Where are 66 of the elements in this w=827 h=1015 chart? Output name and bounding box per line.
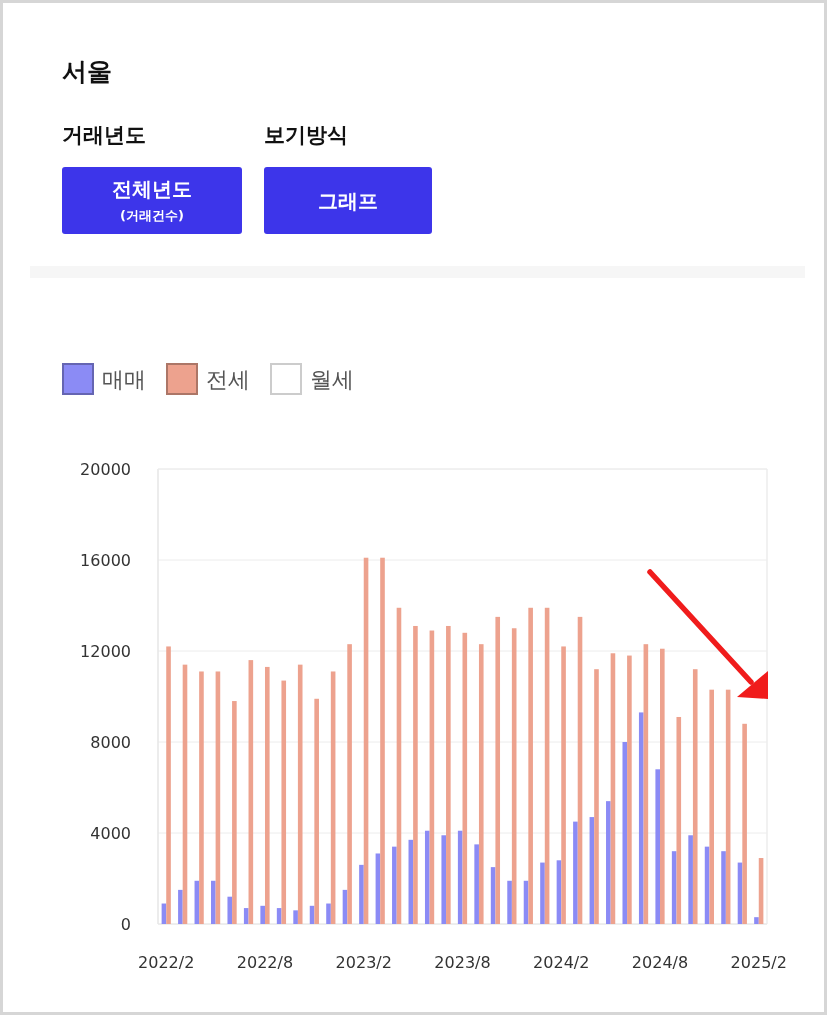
text: 거래년도 bbox=[62, 123, 146, 147]
button: 그래프 bbox=[264, 167, 432, 234]
x-tick-label: 2023/2 bbox=[335, 952, 392, 972]
bar bbox=[441, 835, 447, 924]
bar bbox=[754, 917, 759, 924]
y-tick-label: 8000 bbox=[90, 732, 131, 752]
y-tick-label: 12000 bbox=[80, 641, 131, 661]
text: 보기방식 bbox=[264, 123, 348, 147]
bar bbox=[457, 830, 463, 924]
bar bbox=[606, 801, 611, 924]
bar bbox=[380, 557, 385, 924]
bar bbox=[243, 908, 249, 924]
bar bbox=[573, 821, 578, 924]
bar bbox=[540, 862, 545, 924]
bar bbox=[232, 701, 237, 924]
bar bbox=[660, 648, 665, 924]
bar bbox=[478, 644, 484, 924]
bar bbox=[742, 723, 747, 924]
bar bbox=[709, 689, 714, 924]
bar bbox=[293, 910, 298, 924]
bar bbox=[199, 671, 204, 924]
chart-title: 서울 bbox=[62, 57, 112, 86]
y-tick-label: 20000 bbox=[80, 459, 131, 479]
bar bbox=[347, 644, 352, 924]
legend-label: 매매 bbox=[102, 366, 146, 392]
bar bbox=[413, 625, 418, 924]
bar bbox=[227, 896, 233, 924]
bar bbox=[655, 769, 661, 924]
bar bbox=[627, 655, 632, 924]
legend-label: 월세 bbox=[310, 366, 354, 392]
bar bbox=[392, 846, 397, 924]
y-tick-label: 4000 bbox=[90, 823, 131, 843]
x-tick-label: 2023/8 bbox=[434, 952, 491, 972]
bar bbox=[688, 835, 693, 924]
bar bbox=[424, 830, 430, 924]
button: 전체년도 (거래건수) bbox=[62, 167, 242, 234]
bar bbox=[446, 625, 451, 924]
bar bbox=[326, 903, 331, 924]
bar bbox=[260, 905, 265, 924]
bar bbox=[211, 880, 216, 924]
bar bbox=[281, 680, 287, 924]
bar bbox=[594, 669, 599, 924]
bar bbox=[528, 607, 533, 924]
x-tick-label: 2025/2 bbox=[730, 952, 787, 972]
x-tick-label: 2024/8 bbox=[631, 952, 689, 972]
bar bbox=[314, 698, 319, 924]
bar bbox=[561, 646, 566, 924]
bar bbox=[721, 851, 726, 924]
x-tick-label: 2022/2 bbox=[138, 952, 195, 972]
bar bbox=[638, 712, 644, 924]
bar bbox=[676, 716, 682, 924]
x-tick-label: 2024/2 bbox=[533, 952, 590, 972]
bar bbox=[622, 742, 628, 924]
bar bbox=[264, 666, 270, 924]
bar bbox=[178, 889, 183, 924]
bar bbox=[474, 844, 479, 924]
y-tick-label: 16000 bbox=[80, 550, 131, 570]
bar bbox=[692, 669, 698, 924]
x-tick-label: 2022/8 bbox=[236, 952, 294, 972]
bar bbox=[297, 664, 303, 924]
legend-label: 전세 bbox=[206, 366, 250, 392]
bar bbox=[359, 864, 364, 924]
bar bbox=[166, 646, 171, 924]
bar bbox=[495, 616, 501, 924]
y-tick-label: 0 bbox=[120, 914, 131, 934]
bar bbox=[507, 880, 512, 924]
